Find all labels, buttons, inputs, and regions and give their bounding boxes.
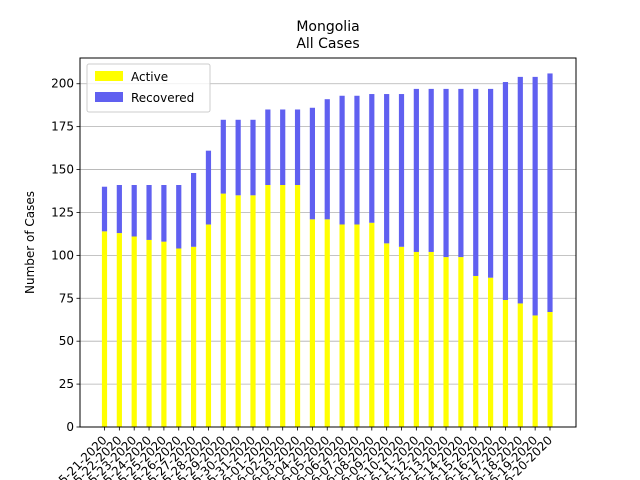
bar-active [398,246,405,427]
bar-active [532,315,538,427]
bar-recovered [547,73,553,313]
y-tick-label: 175 [51,120,74,134]
bar-active [339,224,345,427]
y-tick-label: 50 [59,334,74,348]
bar-recovered [101,186,108,232]
bar-active [101,231,108,427]
y-tick-label: 75 [59,291,74,305]
bar-recovered [294,109,301,186]
bar-active [220,193,226,427]
bar-active [502,299,509,427]
legend-swatch-active [95,71,123,81]
bar-active [354,224,360,427]
bar-recovered [384,94,390,244]
bar-recovered [220,119,226,194]
bar-recovered [458,88,464,258]
bar-recovered [205,150,212,225]
bar-active [131,236,137,427]
y-tick-label: 0 [66,420,74,434]
bar-active [428,251,434,427]
bar-active [443,257,449,427]
bar-recovered [131,185,137,237]
bar-active [205,224,212,427]
bar-active [294,185,301,427]
bar-active [324,219,330,427]
y-axis: 0 25 50 75 100 125 150 175 200 [51,77,80,434]
bar-recovered [413,88,419,252]
bar-active [116,233,122,427]
bar-recovered [309,107,315,220]
bar-active [384,243,390,427]
bar-active [517,303,523,427]
bar-recovered [502,82,509,300]
y-tick-label: 200 [51,77,74,91]
bar-recovered [517,76,523,304]
legend-swatch-recovered [95,92,123,102]
bar-active [265,185,271,427]
bar-recovered [339,95,345,225]
bar-active [458,257,464,427]
bar-recovered [161,185,167,242]
chart-subtitle: All Cases [296,36,359,52]
bar-recovered [354,95,360,225]
bar-recovered [369,94,375,223]
legend-label-recovered: Recovered [131,91,194,105]
bar-active [235,195,241,427]
bar-active [413,251,419,427]
bar-active [309,219,315,427]
bar-active [547,312,553,427]
bar-recovered [324,99,330,220]
y-tick-label: 100 [51,248,74,262]
chart-title: Mongolia [296,19,359,35]
y-tick-label: 25 [59,377,74,391]
x-axis: 5-21-20205-22-20205-23-20205-24-20205-25… [56,427,555,480]
bar-recovered [280,109,286,186]
bars [101,73,553,427]
bar-recovered [398,94,405,247]
bar-active [473,275,479,427]
legend: Active Recovered [86,63,211,113]
plot-frame [79,57,577,428]
bar-recovered [235,119,241,196]
bar-recovered [443,88,449,258]
bar-recovered [532,76,538,316]
bar-recovered [488,88,494,278]
bar-active [488,277,494,427]
bar-active [250,195,256,427]
bar-active [161,241,167,427]
bar-recovered [116,185,122,234]
bar-active [146,239,152,427]
bar-recovered [250,119,256,196]
y-axis-label: Number of Cases [23,191,37,294]
y-tick-label: 150 [51,163,74,177]
bar-recovered [146,185,152,240]
y-tick-label: 125 [51,205,74,219]
bar-active [280,185,286,427]
bar-recovered [176,185,182,249]
bar-recovered [191,172,197,247]
bar-recovered [428,88,434,252]
bar-active [176,248,182,427]
bar-recovered [265,109,271,186]
bar-active [191,246,197,427]
bar-active [369,222,375,427]
bar-recovered [473,88,479,276]
legend-label-active: Active [131,70,168,84]
